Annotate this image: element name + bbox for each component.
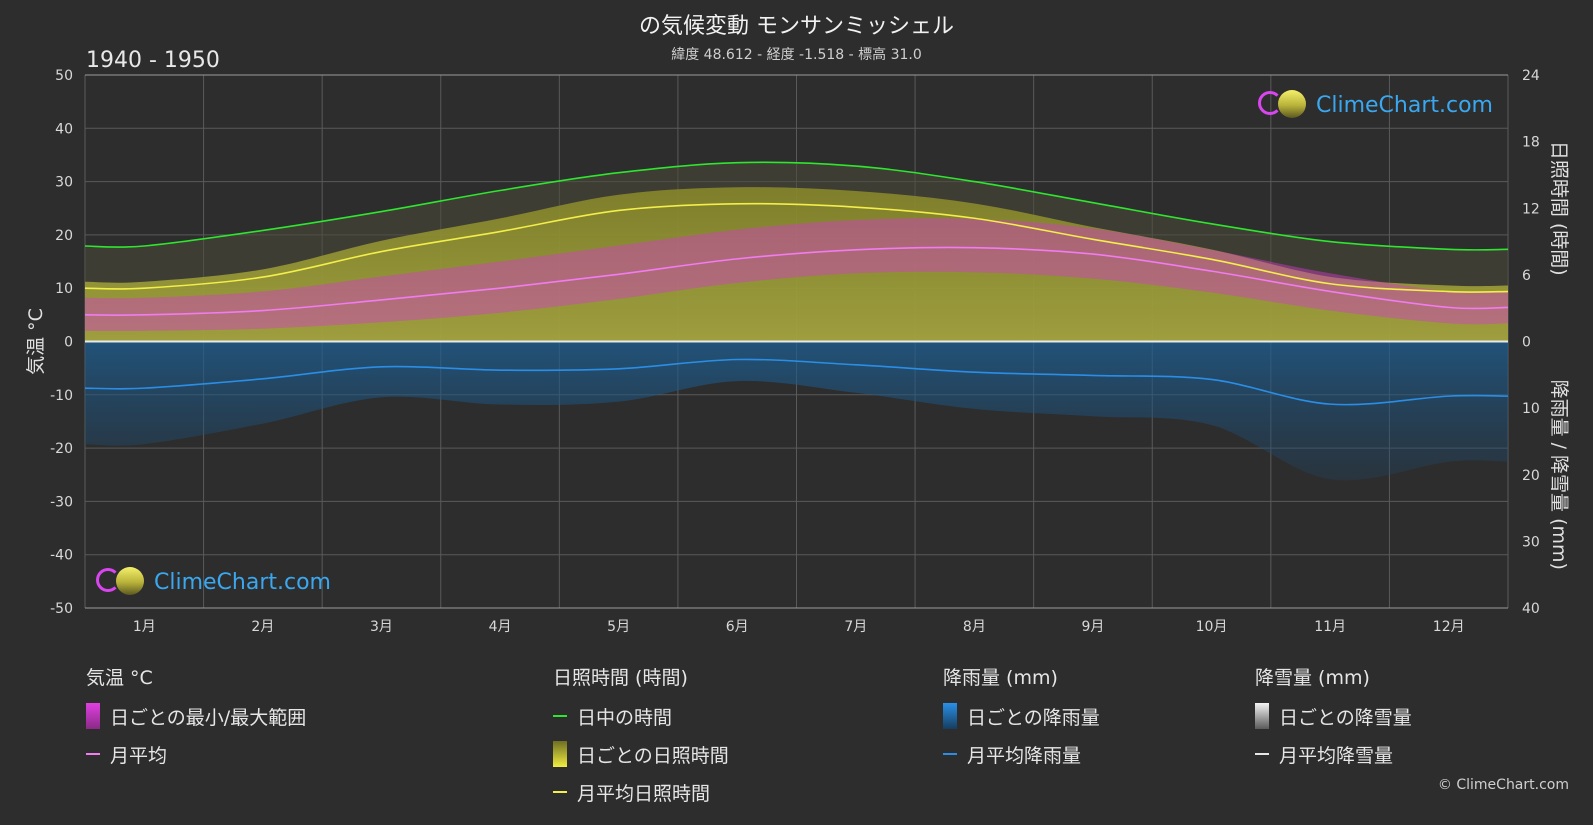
legend-heading: 日照時間 (時間) (553, 667, 688, 689)
legend-label: 月平均日照時間 (577, 782, 711, 805)
y-right-top-label: 日照時間 (時間) (1548, 141, 1570, 276)
legend-rain: 降雨量 (mm) 日ごとの降雨量 月平均降雨量 (943, 663, 1100, 780)
y-left-tick-label: -10 (50, 388, 73, 404)
y-left-tick-label: 40 (55, 121, 73, 137)
chart-axes: 50 40 30 20 10 0 -10 -20 -30 -40 -50 24 18 12 6 0 10 20 30… (25, 68, 1570, 635)
legend-item: 月平均 (86, 742, 306, 767)
sunshine-mean-line (84, 202, 1509, 293)
legend-heading: 気温 °C (86, 667, 153, 689)
legend-item: 月平均日照時間 (553, 780, 729, 805)
legend-sunshine: 日照時間 (時間) 日中の時間 日ごとの日照時間 月平均日照時間 (553, 663, 729, 818)
y-right-top-tick-label: 6 (1522, 268, 1531, 284)
x-tick-label: 10月 (1196, 619, 1228, 635)
y-right-bottom-tick-label: 40 (1522, 601, 1540, 617)
legend-label: 日ごとの降雪量 (1279, 706, 1412, 729)
y-left-tick-label: 10 (55, 281, 73, 297)
climechart-logo-icon (1258, 90, 1314, 120)
legend-snow: 降雪量 (mm) 日ごとの降雪量 月平均降雪量 (1255, 663, 1412, 780)
sunshine-mean-swatch (553, 791, 567, 793)
temp-range-area (85, 218, 1508, 331)
x-tick-label: 3月 (370, 619, 393, 635)
temp-mean-swatch (86, 753, 100, 755)
temp-range-swatch (86, 703, 100, 729)
x-tick-label: 7月 (844, 619, 867, 635)
y-left-tick-label: -50 (50, 601, 73, 617)
climechart-logo-icon (96, 567, 152, 597)
chart-lines (84, 161, 1509, 406)
legend-temperature: 気温 °C 日ごとの最小/最大範囲 月平均 (86, 663, 306, 780)
legend-item: 日ごとの降雨量 (943, 703, 1100, 729)
y-left-tick-label: -40 (50, 548, 73, 564)
legend-item: 日ごとの最小/最大範囲 (86, 703, 307, 729)
x-tick-label: 6月 (726, 619, 749, 635)
y-left-tick-label: -20 (50, 441, 73, 457)
copyright: © ClimeChart.com (1437, 777, 1569, 793)
legend-item: 月平均降雨量 (943, 742, 1100, 767)
legend-label: 日ごとの降雨量 (967, 706, 1100, 729)
y-left-label: 気温 °C (25, 308, 47, 375)
chart-title: の気候変動 モンサンミッシェル (639, 14, 954, 39)
daylight-swatch (553, 715, 567, 717)
legend-item: 日中の時間 (553, 704, 729, 729)
y-left-tick-label: 50 (55, 68, 73, 84)
period-label: 1940 - 1950 (86, 48, 220, 73)
y-left-tick-label: 0 (64, 335, 73, 351)
x-tick-label: 1月 (133, 619, 156, 635)
x-tick-label: 5月 (607, 619, 630, 635)
snow-daily-swatch (1255, 703, 1269, 729)
y-right-top-tick-label: 18 (1522, 135, 1540, 151)
logo-text: ClimeChart.com (1316, 92, 1493, 118)
x-tick-label: 12月 (1433, 619, 1465, 635)
y-right-top-tick-label: 12 (1522, 201, 1540, 217)
x-tick-label: 11月 (1314, 619, 1346, 635)
y-right-bottom-tick-label: 30 (1522, 534, 1540, 550)
y-right-bottom-label: 降雨量 / 降雪量 (mm) (1548, 380, 1570, 570)
legend-heading: 降雪量 (mm) (1255, 667, 1370, 689)
logo-text: ClimeChart.com (154, 569, 331, 595)
legend-label: 日ごとの最小/最大範囲 (110, 706, 307, 729)
y-right-top-tick-label: 0 (1522, 335, 1531, 351)
x-tick-label: 8月 (963, 619, 986, 635)
logo-bottom[interactable]: ClimeChart.com (96, 567, 331, 597)
y-left-tick-label: 30 (55, 175, 73, 191)
legend-label: 月平均降雪量 (1279, 744, 1394, 767)
sunshine-area (85, 187, 1508, 342)
rain-daily-swatch (943, 703, 957, 729)
y-right-bottom-tick-label: 10 (1522, 401, 1540, 417)
legend-item: 日ごとの日照時間 (553, 741, 729, 767)
legend-label: 日中の時間 (577, 706, 673, 729)
legend-label: 日ごとの日照時間 (577, 744, 729, 767)
legend-item: 月平均降雪量 (1255, 742, 1412, 767)
snow-mean-swatch (1255, 753, 1269, 755)
legend-heading: 降雨量 (mm) (943, 667, 1058, 689)
x-tick-label: 4月 (489, 619, 512, 635)
y-right-top-tick-label: 24 (1522, 68, 1540, 84)
x-tick-label: 9月 (1081, 619, 1104, 635)
legend-item: 日ごとの降雪量 (1255, 703, 1412, 729)
chart-fills (85, 162, 1508, 481)
logo-top[interactable]: ClimeChart.com (1258, 90, 1493, 120)
rain-mean-swatch (943, 753, 957, 755)
y-left-tick-label: 20 (55, 228, 73, 244)
chart-subtitle: 緯度 48.612 - 経度 -1.518 - 標高 31.0 (671, 47, 922, 63)
legend-label: 月平均降雨量 (967, 744, 1082, 767)
legend-label: 月平均 (110, 744, 168, 767)
temp-mean-line (84, 246, 1509, 316)
sunshine-daily-swatch (553, 741, 567, 767)
x-tick-label: 2月 (251, 619, 274, 635)
y-left-tick-label: -30 (50, 494, 73, 510)
daylight-line (84, 161, 1509, 251)
y-right-bottom-tick-label: 20 (1522, 468, 1540, 484)
rain-mean-line (84, 358, 1509, 406)
